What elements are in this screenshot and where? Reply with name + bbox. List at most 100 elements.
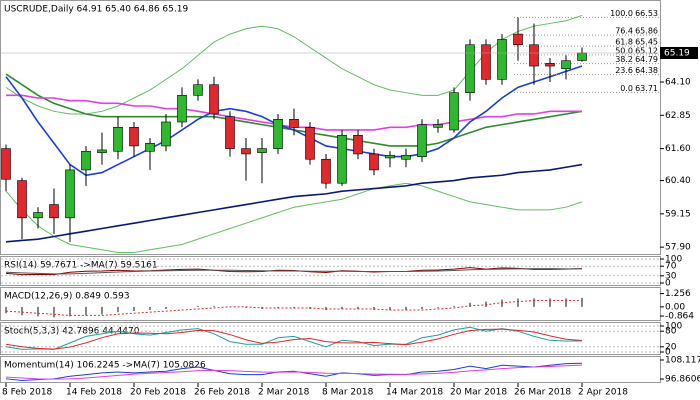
x-tick-label: 2 Apr 2018 bbox=[578, 388, 628, 398]
candle-body bbox=[465, 44, 475, 93]
x-tick-label: 8 Mar 2018 bbox=[322, 388, 374, 398]
fib-level: 0.0 bbox=[620, 84, 633, 93]
y-tick-label: 60.40 bbox=[665, 176, 691, 186]
candle-body bbox=[401, 154, 411, 160]
fib-level: 38.2 bbox=[615, 55, 633, 64]
candle-body bbox=[17, 180, 27, 219]
panel-frame bbox=[0, 322, 661, 355]
x-tick-label: 20 Mar 2018 bbox=[450, 388, 507, 398]
macd-bar bbox=[245, 306, 247, 308]
panel-frame bbox=[0, 0, 661, 255]
macd-bar bbox=[293, 306, 295, 308]
indicator-line bbox=[5, 362, 583, 382]
y-tick-label: 57.90 bbox=[665, 243, 691, 253]
y-tick-label: 0 bbox=[665, 279, 671, 289]
x-tick-label: 26 Mar 2018 bbox=[514, 388, 571, 398]
fib-level: 23.6 bbox=[615, 66, 633, 75]
indicator-line bbox=[5, 326, 583, 350]
fib-price: 64.38 bbox=[635, 66, 658, 75]
x-tick-label: 14 Mar 2018 bbox=[386, 388, 443, 398]
macd-bar bbox=[357, 306, 359, 309]
macd-bar bbox=[197, 305, 199, 307]
fib-price: 65.86 bbox=[635, 27, 658, 36]
macd-bar bbox=[517, 298, 519, 307]
macd-bar bbox=[421, 306, 423, 309]
candle-body bbox=[369, 153, 379, 171]
y-tick-label: -0.864 bbox=[665, 312, 694, 322]
y-tick-label: 20 bbox=[665, 342, 677, 352]
macd-bar bbox=[549, 298, 551, 307]
candle-body bbox=[545, 63, 555, 67]
candle-body bbox=[225, 116, 235, 149]
macd-bar bbox=[389, 306, 391, 311]
macd-bar bbox=[405, 306, 407, 311]
price-tag-label: 65.19 bbox=[664, 49, 690, 59]
panel-title: RSI(14) 59.7671 ->MA(7) 59.5161 bbox=[4, 261, 158, 271]
y-tick-label: 0.00 bbox=[665, 302, 685, 312]
indicator-line bbox=[5, 163, 583, 243]
candle-body bbox=[1, 148, 11, 180]
y-tick-label: 108.1174 bbox=[665, 355, 700, 365]
candle-body bbox=[353, 134, 363, 155]
y-tick-label: 96.8606 bbox=[665, 375, 700, 385]
x-tick-label: 20 Feb 2018 bbox=[130, 388, 186, 398]
fib-price: 65.45 bbox=[635, 38, 658, 47]
fib-price: 65.12 bbox=[635, 46, 658, 55]
macd-bar bbox=[533, 298, 535, 307]
indicator-line bbox=[5, 268, 583, 275]
macd-bar bbox=[341, 306, 343, 309]
price-tag bbox=[660, 47, 698, 60]
fib-level: 100.0 bbox=[610, 9, 633, 18]
macd-bar bbox=[581, 297, 583, 307]
macd-bar bbox=[133, 306, 135, 312]
candle-body bbox=[97, 149, 107, 153]
indicator-line bbox=[5, 328, 583, 350]
candle-body bbox=[305, 127, 315, 160]
candle-body bbox=[193, 84, 203, 96]
macd-bar bbox=[485, 301, 487, 307]
y-tick-label: 100 bbox=[665, 322, 682, 332]
y-tick-label: 0 bbox=[665, 348, 671, 358]
y-tick-label: 80 bbox=[665, 327, 677, 337]
x-tick-label: 14 Feb 2018 bbox=[66, 388, 122, 398]
candle-body bbox=[513, 33, 523, 46]
macd-bar bbox=[37, 306, 39, 317]
candle-body bbox=[161, 121, 171, 147]
y-tick-label: 1.256 bbox=[665, 289, 691, 299]
y-tick-label: 70 bbox=[665, 262, 677, 272]
macd-bar bbox=[5, 306, 7, 314]
candle-body bbox=[129, 127, 139, 147]
candle-body bbox=[177, 95, 187, 123]
macd-bar bbox=[149, 306, 151, 311]
macd-bar bbox=[501, 299, 503, 307]
candle-body bbox=[433, 124, 443, 128]
macd-bar bbox=[165, 306, 167, 309]
macd-bar bbox=[373, 306, 375, 311]
macd-bar bbox=[85, 306, 87, 316]
candle-body bbox=[289, 119, 299, 128]
macd-bar bbox=[213, 305, 215, 307]
panel-frame bbox=[0, 256, 661, 286]
macd-bar bbox=[437, 306, 439, 308]
fib-level: 61.8 bbox=[615, 38, 633, 47]
y-tick-label: 30 bbox=[665, 271, 677, 281]
candle-body bbox=[145, 142, 155, 152]
x-tick-label: 8 Feb 2018 bbox=[2, 388, 53, 398]
fib-price: 64.79 bbox=[635, 55, 658, 64]
candle-body bbox=[241, 148, 251, 155]
candle-body bbox=[113, 127, 123, 152]
panel-title: USCRUDE,Daily 64.91 65.40 64.86 65.19 bbox=[4, 5, 188, 15]
fib-price: 66.53 bbox=[635, 9, 658, 18]
candle-body bbox=[49, 204, 59, 219]
macd-bar bbox=[101, 306, 103, 315]
panel-title: Stoch(5,3,3) 42.7896 44.4470 bbox=[4, 327, 140, 337]
panel-frame bbox=[0, 287, 661, 321]
fib-price: 63.71 bbox=[635, 84, 658, 93]
candle-body bbox=[417, 124, 427, 157]
indicator-line bbox=[5, 364, 583, 380]
macd-bar bbox=[69, 306, 71, 317]
fib-level: 76.4 bbox=[615, 27, 633, 36]
macd-bar bbox=[53, 306, 55, 318]
candle-body bbox=[321, 158, 331, 184]
